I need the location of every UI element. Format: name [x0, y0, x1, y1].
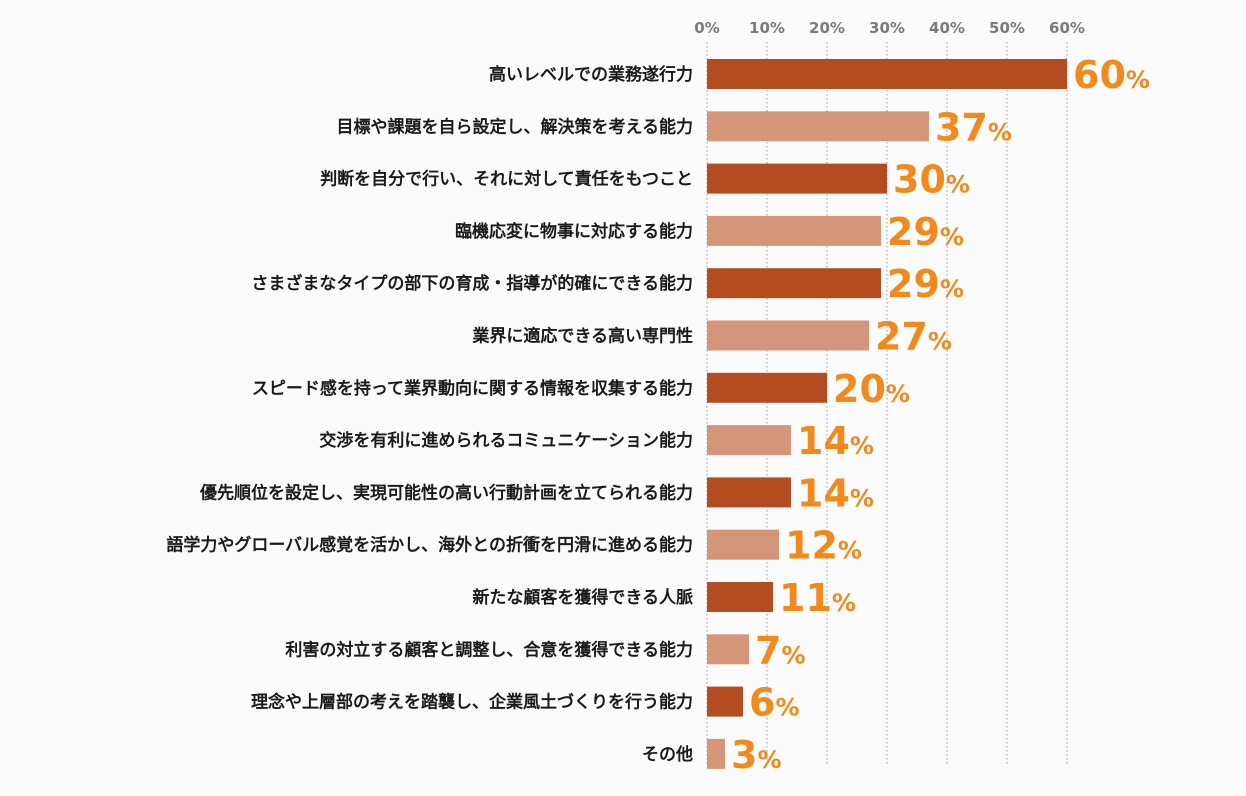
value-label: 29% [887, 210, 964, 254]
value-label: 30% [893, 158, 970, 202]
x-tick-label: 10% [749, 19, 785, 37]
category-label: スピード感を持って業界動向に関する情報を収集する能力 [252, 378, 693, 399]
category-label: 優先順位を設定し、実現可能性の高い行動計画を立てられる能力 [199, 482, 693, 503]
value-label: 20% [833, 367, 910, 411]
x-tick-label: 0% [694, 19, 719, 37]
category-labels: 高いレベルでの業務遂行力目標や課題を自ら設定し、解決策を考える能力判断を自分で行… [166, 64, 693, 765]
grid-lines [706, 42, 1068, 766]
value-label: 60% [1073, 53, 1150, 97]
value-label: 14% [797, 419, 874, 463]
bar [707, 372, 827, 403]
bar [707, 477, 791, 508]
bar [707, 111, 929, 142]
category-label: 語学力やグローバル感覚を活かし、海外との折衝を円滑に進める能力 [166, 535, 693, 556]
category-label: 高いレベルでの業務遂行力 [489, 64, 693, 85]
value-label: 11% [779, 576, 856, 620]
value-label: 7% [755, 628, 806, 672]
value-label: 14% [797, 471, 874, 515]
bar [707, 215, 881, 246]
category-label: 理念や上層部の考えを踏襲し、企業風土づくりを行う能力 [251, 692, 693, 713]
x-tick-label: 20% [809, 19, 845, 37]
category-label: 新たな顧客を獲得できる人脈 [472, 587, 693, 608]
category-label: その他 [642, 744, 693, 765]
value-label: 6% [749, 681, 800, 725]
bar [707, 634, 749, 665]
bar [707, 163, 887, 194]
bar [707, 686, 743, 717]
x-tick-label: 40% [929, 19, 965, 37]
value-label: 27% [875, 315, 952, 359]
x-axis-ticks: 0% 10% 20% 30% 40% 50% 60% [694, 19, 1085, 37]
category-label: 業界に適応できる高い専門性 [472, 326, 693, 347]
category-label: 利害の対立する顧客と調整し、合意を獲得できる能力 [285, 639, 693, 660]
bar [707, 529, 779, 560]
value-labels: 60% 37% 30% 29% 29% 27% 20% 14% 14% 12% 11% 7% 6% 3% [731, 53, 1150, 777]
x-tick-label: 30% [869, 19, 905, 37]
value-label: 37% [935, 105, 1012, 149]
category-label: 臨機応変に物事に対応する能力 [455, 221, 693, 242]
bars [707, 59, 1067, 769]
x-tick-label: 50% [989, 19, 1025, 37]
category-label: さまざまなタイプの部下の育成・指導が的確にできる能力 [251, 273, 693, 294]
value-label: 29% [887, 262, 964, 306]
bar [707, 320, 869, 351]
bar [707, 582, 773, 612]
bar [707, 425, 791, 456]
category-label: 目標や課題を自ら設定し、解決策を考える能力 [337, 116, 694, 137]
x-tick-label: 60% [1049, 19, 1085, 37]
value-label: 12% [785, 524, 862, 568]
category-label: 交渉を有利に進められるコミュニケーション能力 [319, 430, 693, 451]
category-label: 判断を自分で行い、それに対して責任をもつこと [320, 169, 693, 190]
value-label: 3% [731, 733, 782, 777]
bar [707, 268, 881, 299]
bar [707, 59, 1067, 89]
bar [707, 738, 725, 769]
